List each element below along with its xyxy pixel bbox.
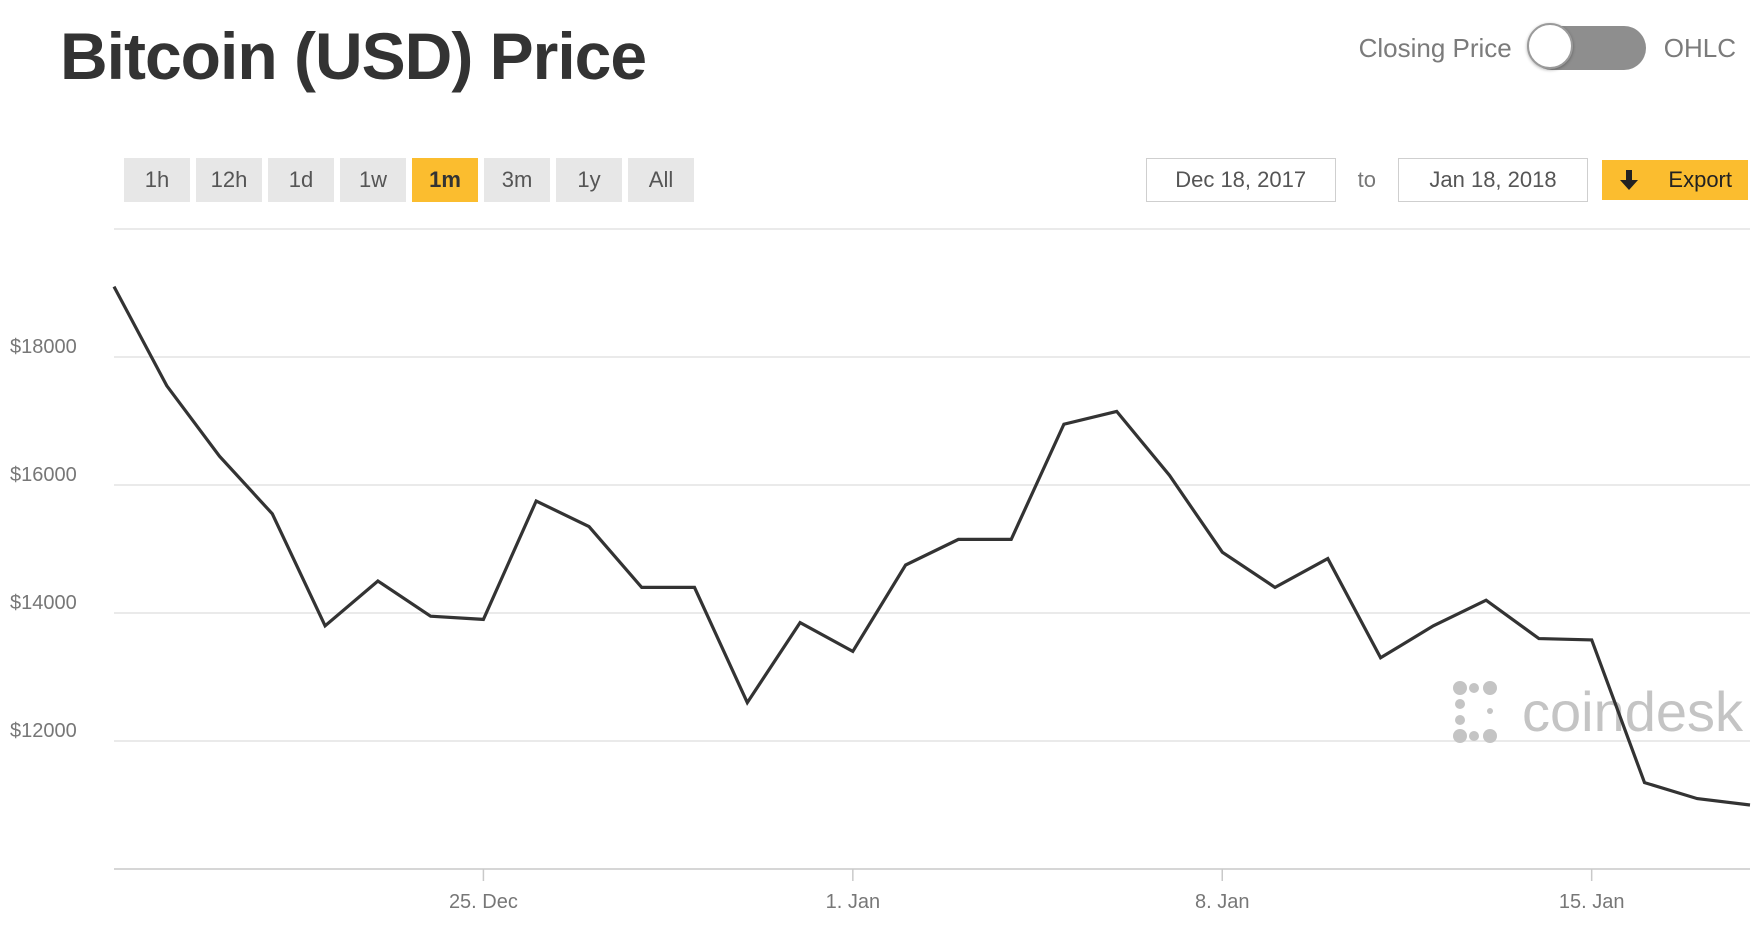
data-point[interactable] [794,617,806,629]
x-tick-label: 1. Jan [826,891,880,913]
data-point[interactable] [1163,469,1175,481]
start-date-input[interactable]: Dec 18, 2017 [1145,158,1336,202]
range-button-1w[interactable]: 1w [340,158,406,202]
y-axis: $12000 $14000 $16000 $18000 [10,336,77,742]
watermark-text: coindesk [1522,680,1744,743]
price-series-line [112,285,1751,807]
toggle-knob[interactable] [1526,23,1573,69]
data-point[interactable] [900,559,912,571]
data-point[interactable] [1375,652,1387,664]
x-tick-label: 25. Dec [449,891,518,913]
ohlc-label: OHLC [1663,32,1736,63]
y-tick-label: $14000 [10,592,77,614]
range-selector: 1h 12h 1d 1w 1m 3m 1y All [124,158,694,202]
data-point[interactable] [1586,634,1598,646]
grid-lines [114,356,1750,742]
data-point[interactable] [1638,777,1650,789]
range-button-1d[interactable]: 1d [268,158,334,202]
range-button-12h[interactable]: 12h [196,158,262,202]
download-arrow-icon [1620,170,1638,190]
data-point[interactable] [1269,581,1281,593]
range-button-1m[interactable]: 1m [412,158,478,202]
data-point[interactable] [689,581,701,593]
date-range-controls: Dec 18, 2017 to Jan 18, 2018 Export [1145,158,1748,202]
x-axis: 25. Dec 1. Jan 8. Jan 15. Jan [114,868,1750,913]
data-point[interactable] [1216,546,1228,558]
data-point[interactable] [1005,533,1017,545]
data-point[interactable] [161,380,173,392]
range-button-1y[interactable]: 1y [556,158,622,202]
date-separator: to [1357,167,1376,192]
range-button-3m[interactable]: 3m [484,158,550,202]
data-point[interactable] [530,495,542,507]
page-title: Bitcoin (USD) Price [60,19,647,93]
data-point[interactable] [319,620,331,632]
data-point[interactable] [1427,620,1439,632]
data-point[interactable] [1480,594,1492,606]
data-point[interactable] [1691,793,1703,805]
y-tick-label: $16000 [10,464,77,486]
data-point[interactable] [477,613,489,625]
data-point[interactable] [952,533,964,545]
y-tick-label: $18000 [10,336,77,358]
watermark: coindesk [1453,680,1744,743]
data-point[interactable] [372,575,384,587]
price-mode-toggle[interactable] [1526,23,1646,70]
export-label: Export [1668,167,1732,192]
data-point[interactable] [847,645,859,657]
y-tick-label: $12000 [10,720,77,742]
data-point[interactable] [1058,418,1070,430]
data-point[interactable] [1744,799,1756,811]
coindesk-logo-icon [1453,681,1497,743]
data-point[interactable] [1322,553,1334,565]
price-mode-toggle-group: Closing Price OHLC [1358,23,1736,70]
export-button[interactable]: Export [1602,160,1748,200]
x-tick-label: 8. Jan [1195,891,1249,913]
data-point[interactable] [108,281,120,293]
data-point[interactable] [214,450,226,462]
data-point[interactable] [636,581,648,593]
series-layer [108,281,1756,811]
end-date-input[interactable]: Jan 18, 2018 [1398,158,1588,202]
x-tick-label: 15. Jan [1559,891,1625,913]
data-point[interactable] [425,610,437,622]
range-button-all[interactable]: All [628,158,694,202]
data-point[interactable] [266,508,278,520]
range-button-1h[interactable]: 1h [124,158,190,202]
data-point[interactable] [583,521,595,533]
data-point[interactable] [741,697,753,709]
closing-price-label: Closing Price [1358,32,1512,63]
data-point[interactable] [1533,633,1545,645]
data-point[interactable] [1111,405,1123,417]
